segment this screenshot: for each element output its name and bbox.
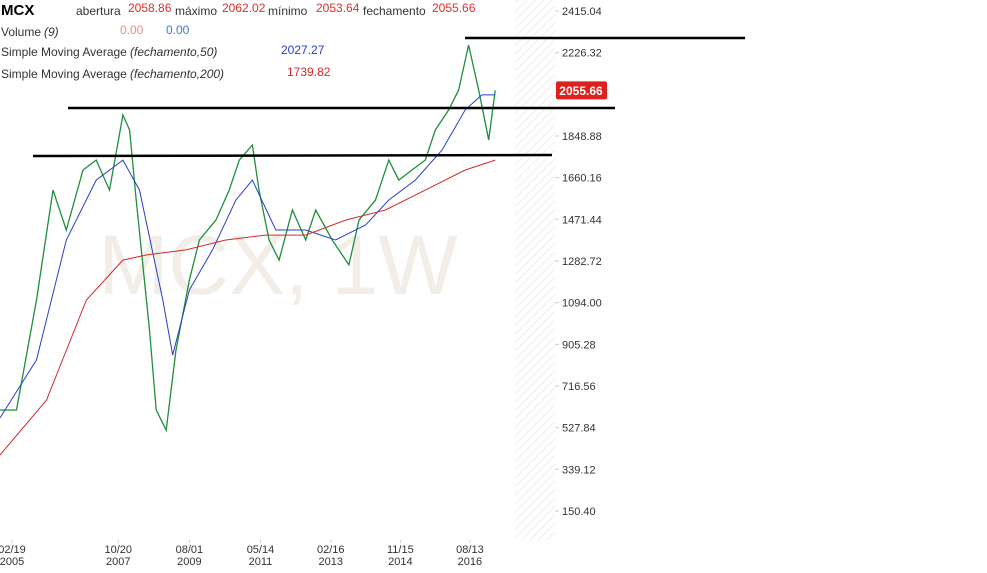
- value: 0.00: [120, 23, 144, 37]
- value: 2053.64: [316, 1, 360, 15]
- price-line: [0, 94, 496, 419]
- y-tick-label: 527.84: [562, 423, 596, 435]
- label: máximo: [175, 4, 217, 18]
- y-tick-label: 339.12: [562, 464, 596, 476]
- x-tick-label: 05/14 2011: [247, 544, 275, 568]
- watermark: MCX, 1W: [98, 218, 457, 312]
- label: (fechamento,200): [130, 67, 224, 81]
- legend: MCX abertura 2058.86 máximo 2062.02 míni…: [1, 1, 476, 81]
- price-line: [0, 159, 496, 456]
- value: 2062.02: [222, 1, 266, 15]
- y-tick-label: 1471.44: [562, 214, 602, 226]
- y-tick-label: 716.56: [562, 381, 596, 393]
- label: abertura: [76, 4, 121, 18]
- symbol: MCX: [1, 2, 34, 19]
- value: 2027.27: [281, 43, 325, 57]
- x-tick-label: 08/13 2016: [456, 544, 484, 568]
- y-tick-label: 1848.88: [562, 131, 602, 143]
- y-tick-label: 2226.32: [562, 48, 602, 60]
- x-tick-label: 10/20 2007: [105, 544, 133, 568]
- y-tick-label: 2415.04: [562, 6, 602, 18]
- future-area: [515, 0, 555, 540]
- value: 2055.66: [432, 1, 476, 15]
- x-tick-label: 08/01 2009: [176, 544, 204, 568]
- label: Volume: [1, 25, 41, 39]
- label: mínimo: [268, 4, 308, 18]
- x-tick-label: 02/16 2013: [317, 544, 345, 568]
- price-tag: [556, 81, 607, 100]
- label: (9): [44, 25, 59, 39]
- value: 1739.82: [287, 65, 331, 79]
- x-tick-label: 02/19 2005: [0, 544, 26, 568]
- drawn-line: [32, 153, 553, 158]
- legend-label: Simple Moving Average: [1, 45, 127, 59]
- price-tag-label: 2055.66: [559, 84, 603, 98]
- label: (fechamento,50): [130, 45, 217, 59]
- x-tick-label: 11/15 2014: [387, 544, 414, 568]
- value: 0.00: [166, 23, 190, 37]
- legend-label: Simple Moving Average: [1, 67, 127, 81]
- y-tick-label: 1094.00: [562, 298, 602, 310]
- y-tick-label: 150.40: [562, 506, 596, 518]
- y-tick-label: 905.28: [562, 339, 596, 351]
- value: 2058.86: [128, 1, 172, 15]
- label: fechamento: [363, 4, 426, 18]
- y-tick-label: 1282.72: [562, 256, 602, 268]
- y-tick-label: 1660.16: [562, 173, 602, 185]
